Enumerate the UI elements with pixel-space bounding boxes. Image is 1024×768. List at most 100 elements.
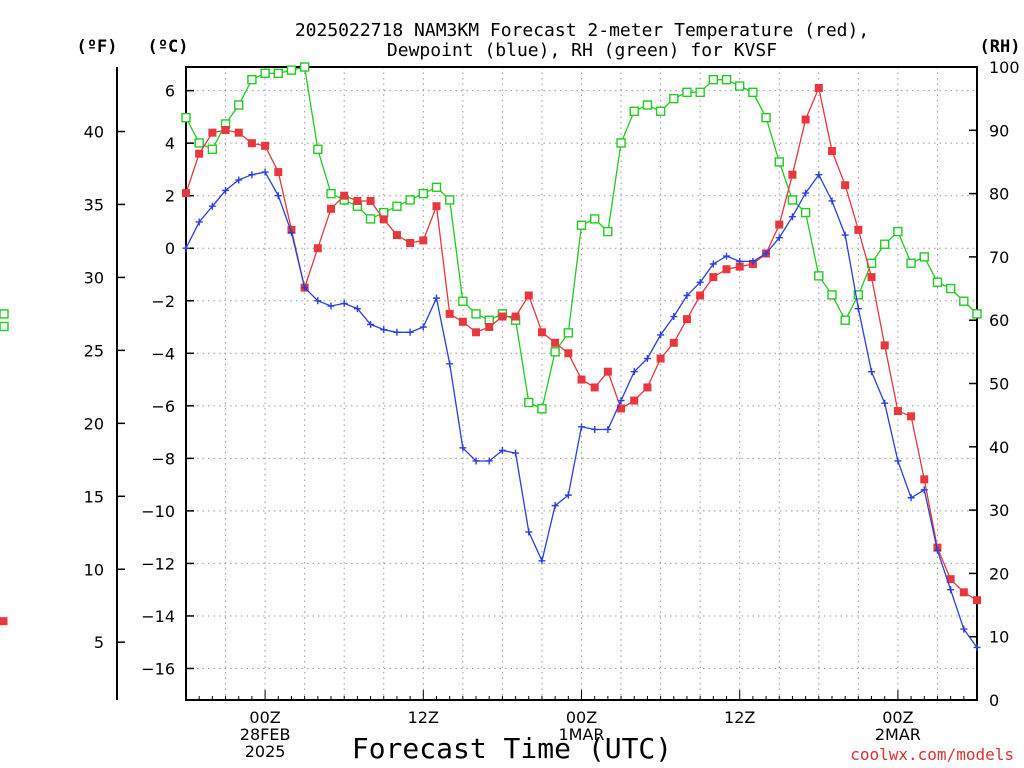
fahrenheit-tick-label: 30	[84, 268, 104, 287]
dewpoint-point	[525, 528, 533, 536]
celsius-tick-label: −2	[151, 292, 175, 311]
rh-point	[524, 397, 534, 408]
temperature-point	[814, 84, 823, 93]
temperature-point	[485, 323, 494, 332]
dewpoint-point	[670, 313, 678, 321]
rh-point	[550, 347, 560, 357]
temperature-point	[353, 196, 362, 205]
rh-unit-label: (RH)	[980, 37, 1021, 57]
temperature-point	[775, 220, 784, 229]
temperature-point	[182, 189, 190, 198]
rh-point	[721, 74, 732, 85]
temperature-point	[340, 191, 349, 200]
x-axis-label: Forecast Time (UTC)	[352, 732, 672, 765]
rh-point	[655, 106, 666, 117]
temperature-point	[880, 341, 889, 350]
dewpoint-point	[222, 186, 230, 194]
dewpoint-point	[512, 449, 520, 457]
temperature-line	[185, 85, 978, 601]
temperature-point	[788, 170, 797, 179]
fahrenheit-tick-label: 40	[84, 122, 104, 141]
rh-point	[761, 112, 771, 123]
celsius-tick-label: −6	[151, 397, 175, 416]
rh-point	[642, 100, 653, 110]
temperature-point	[458, 317, 467, 326]
temperature-point	[551, 338, 560, 347]
temperature-point	[472, 328, 481, 337]
dewpoint-point	[472, 457, 480, 465]
dewpoint-point	[432, 294, 440, 302]
x-tick-label: 00Z	[566, 708, 597, 727]
dewpoint-point	[353, 305, 361, 313]
rh-point	[735, 81, 745, 91]
rh-point	[906, 258, 916, 268]
rh-point	[471, 309, 481, 319]
dewpoint-point	[261, 168, 269, 176]
rh-point	[800, 207, 811, 218]
celsius-tick-label: −4	[151, 344, 175, 363]
temperature-point	[537, 328, 546, 337]
temperature-point	[208, 128, 217, 137]
rh-point	[313, 144, 323, 154]
rh-point	[669, 93, 679, 104]
dewpoint-point	[195, 218, 203, 226]
temperature-point	[221, 126, 230, 135]
rh-point	[814, 271, 824, 281]
dewpoint-point	[617, 397, 625, 405]
rh-point	[181, 112, 191, 123]
rh-point	[748, 87, 758, 98]
rh-tick-label: 90	[989, 121, 1009, 140]
temperature-point	[643, 383, 652, 392]
rh-point	[840, 315, 850, 325]
rh-tick-label: 100	[989, 58, 1020, 77]
dewpoint-point	[709, 260, 717, 268]
x-tick-label: 00Z	[882, 708, 913, 727]
celsius-tick-label: −16	[141, 659, 175, 678]
rh-point	[945, 283, 956, 294]
dewpoint-point	[933, 546, 941, 554]
temperature-point	[603, 367, 612, 376]
x-tick-label: 28FEB	[240, 725, 291, 744]
rh-point	[932, 277, 943, 287]
dewpoint-point	[380, 326, 388, 334]
dewpoint-point	[551, 502, 559, 510]
dewpoint-point	[485, 457, 493, 465]
dewpoint-point	[314, 297, 322, 305]
rh-point	[392, 201, 402, 211]
dewpoint-point	[907, 494, 915, 502]
temperature-point	[261, 141, 270, 150]
rh-tick-label: 50	[989, 375, 1009, 394]
rh-point	[484, 315, 494, 325]
rh-tick-label: 60	[989, 311, 1009, 330]
rh-point	[458, 296, 468, 306]
fahrenheit-unit-label: (ºF)	[77, 37, 118, 57]
celsius-tick-label: 6	[165, 82, 175, 101]
dewpoint-series	[183, 169, 981, 651]
dewpoint-point	[630, 368, 638, 376]
dewpoint-point	[564, 491, 572, 499]
dewpoint-point	[749, 257, 757, 265]
dewpoint-point	[538, 557, 546, 565]
chart-title-line-2: Dewpoint (blue), RH (green) for KVSF	[387, 40, 777, 61]
temperature-point	[313, 244, 322, 253]
dewpoint-point	[367, 320, 375, 328]
temperature-point	[379, 215, 388, 224]
rh-point	[576, 220, 587, 230]
dewpoint-point	[208, 202, 216, 210]
fahrenheit-tick-label: 15	[84, 487, 104, 506]
rh-point	[0, 309, 9, 319]
temperature-point	[696, 291, 705, 300]
rh-point	[682, 87, 692, 98]
temperature-point	[511, 312, 520, 321]
rh-tick-label: 80	[989, 185, 1009, 204]
rh-point	[537, 404, 547, 414]
temperature-point	[327, 204, 336, 213]
dewpoint-point	[894, 457, 902, 465]
dewpoint-point	[775, 234, 783, 242]
dewpoint-point	[920, 486, 928, 494]
temperature-point	[959, 588, 968, 597]
fahrenheit-tick-label: 35	[84, 195, 104, 214]
rh-point	[919, 252, 929, 262]
dewpoint-point	[696, 278, 704, 286]
rh-point	[629, 106, 639, 117]
